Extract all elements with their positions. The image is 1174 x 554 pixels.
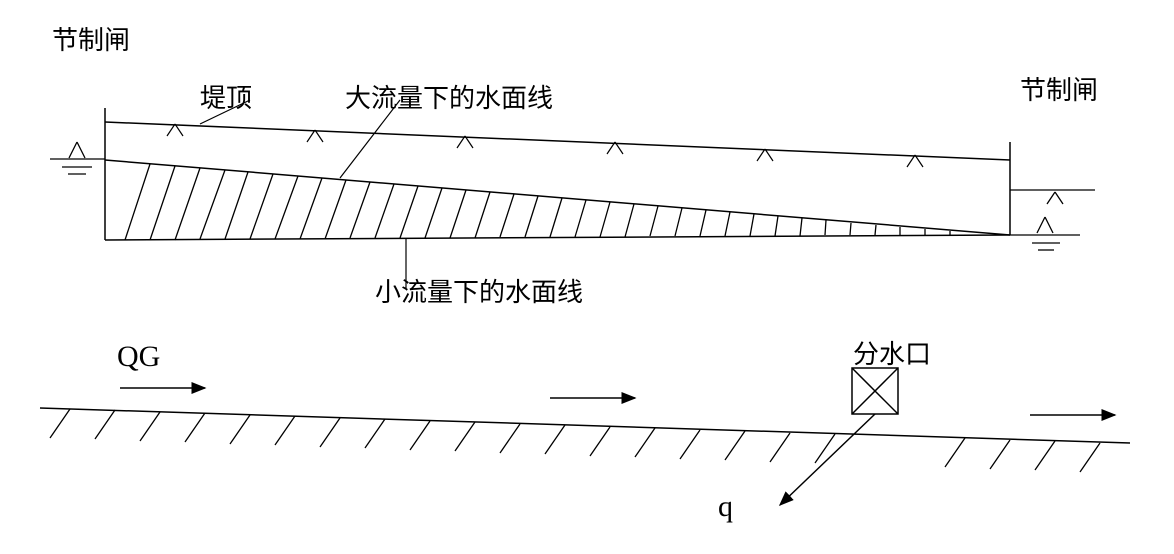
- inflow-label: QG: [117, 340, 160, 374]
- channel-bed-line: [40, 408, 1130, 443]
- low-flow-label: 小流量下的水面线: [375, 272, 583, 309]
- upstream-water-level-symbol: [50, 142, 105, 174]
- bed-hatch: [50, 409, 1100, 472]
- downstream-levee-extension: [1010, 190, 1095, 204]
- downstream-water-level-symbol: [1010, 217, 1080, 250]
- outlet-flow-arrow: [780, 414, 875, 505]
- outlet-symbol: [852, 368, 898, 414]
- levee-top-label: 堤顶: [200, 78, 252, 115]
- high-flow-label: 大流量下的水面线: [345, 78, 553, 115]
- hydraulic-diagram: 节制闸 节制闸 堤顶 大流量下的水面线 小流量下的水面线 QG 分水口 q: [20, 20, 1154, 534]
- levee-top-ticks: [167, 124, 923, 167]
- diagram-svg: [20, 20, 1154, 534]
- levee-top-line: [105, 122, 1010, 160]
- low-flow-surface-line: [105, 235, 1010, 240]
- outlet-label: 分水口: [853, 334, 931, 371]
- upstream-gate-label: 节制闸: [52, 20, 130, 57]
- outflow-label: q: [718, 490, 733, 524]
- flow-difference-hatch: [125, 164, 950, 240]
- high-flow-surface-line: [105, 160, 1010, 235]
- downstream-gate-label: 节制闸: [1020, 70, 1098, 107]
